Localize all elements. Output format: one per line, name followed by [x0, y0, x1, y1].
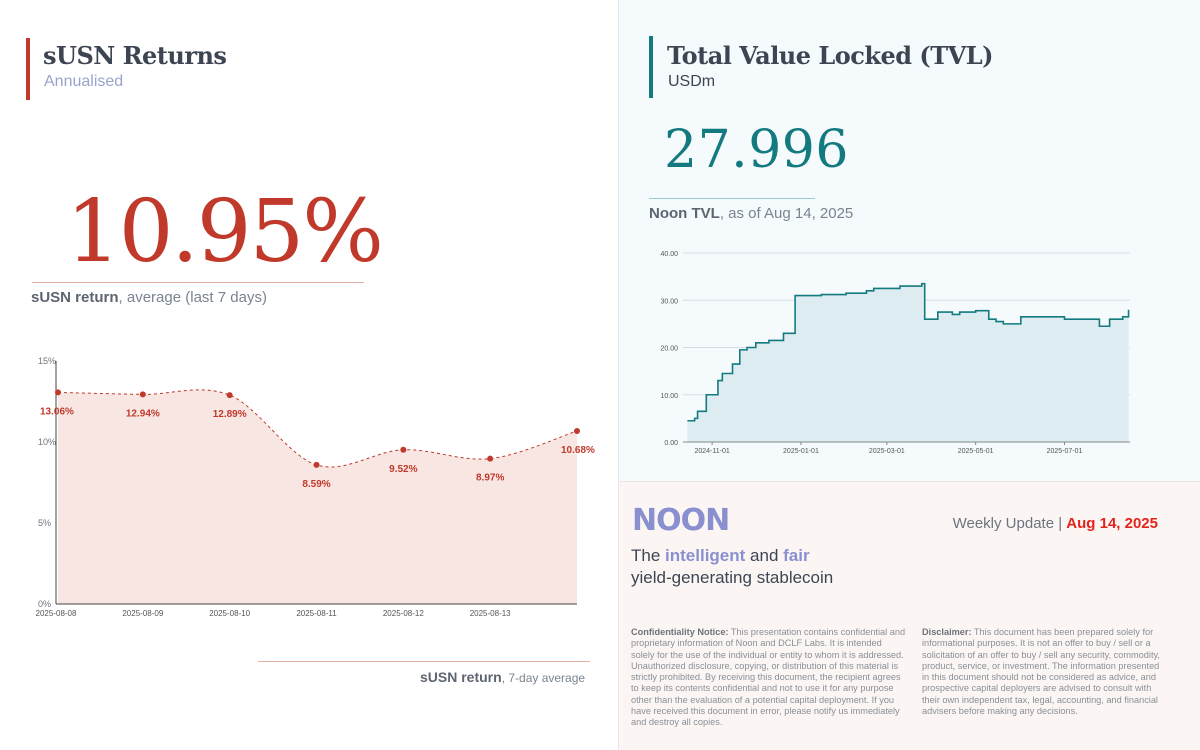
- tvl-x-tick-label: 2025-03-01: [869, 448, 905, 455]
- y-tick-label: 0%: [38, 599, 51, 609]
- tvl-y-tick-label: 0.00: [664, 440, 678, 447]
- tvl-caption: Noon TVL, as of Aug 14, 2025: [649, 205, 853, 222]
- confidentiality-title: Confidentiality Notice:: [631, 627, 729, 637]
- x-tick-label: 2025-08-09: [122, 609, 163, 618]
- tvl-y-tick-label: 30.00: [660, 298, 678, 305]
- x-tick-label: 2025-08-13: [470, 609, 511, 618]
- tvl-divider: [649, 198, 815, 199]
- tvl-caption-bold: Noon TVL: [649, 205, 720, 222]
- returns-area: [58, 389, 577, 604]
- tvl-x-tick-label: 2025-07-01: [1047, 448, 1083, 455]
- returns-point: [487, 455, 494, 462]
- tagline-part-1: The: [631, 546, 666, 565]
- disclaimer: Disclaimer: This document has been prepa…: [922, 627, 1167, 717]
- footer-panel: [618, 481, 1200, 750]
- returns-subtitle: Annualised: [44, 73, 124, 90]
- tagline: The intelligent and fair yield-generatin…: [631, 545, 833, 589]
- tvl-subtitle: USDm: [668, 73, 716, 90]
- x-tick-label: 2025-08-10: [209, 609, 250, 618]
- tvl-title: Total Value Locked (TVL): [667, 41, 993, 70]
- disclaimer-text: This document has been prepared solely f…: [922, 627, 1160, 717]
- return-caption-bold: sUSN return: [31, 289, 119, 306]
- average-return-value: 10.95%: [66, 182, 384, 282]
- y-tick-label: 15%: [38, 356, 56, 366]
- tvl-chart: 0.00 10.00 20.00 30.00 40.00 2024-11-01 2025-0…: [660, 251, 1130, 455]
- returns-data-label: 13.06%: [40, 406, 74, 417]
- returns-point: [226, 392, 233, 399]
- returns-chart-caption-rest: , 7-day average: [501, 671, 586, 685]
- confidentiality-notice: Confidentiality Notice: This presentatio…: [631, 627, 907, 729]
- tvl-line: [687, 282, 1130, 422]
- tvl-area: [687, 283, 1129, 442]
- tvl-caption-rest: , as of Aug 14, 2025: [719, 205, 854, 222]
- x-tick-label: 2025-08-11: [296, 609, 337, 618]
- noon-logo: NOON: [632, 503, 730, 538]
- disclaimer-title: Disclaimer:: [922, 627, 972, 637]
- returns-data-label: 8.97%: [476, 473, 504, 484]
- tvl-x-tick-label: 2025-05-01: [958, 448, 994, 455]
- returns-point: [400, 446, 407, 453]
- weekly-update-label: Weekly Update |: [952, 515, 1067, 532]
- returns-title: sUSN Returns: [43, 41, 227, 70]
- tvl-y-tick-label: 10.00: [660, 393, 678, 400]
- returns-point: [574, 427, 580, 434]
- tvl-accent-bar: [649, 36, 653, 98]
- returns-data-label: 9.52%: [389, 464, 417, 475]
- returns-data-label: 8.59%: [302, 479, 330, 490]
- tagline-highlight-fair: fair: [783, 546, 810, 565]
- tvl-x-tick-label: 2024-11-01: [694, 448, 729, 455]
- returns-point: [313, 461, 320, 468]
- returns-chart: 0% 5% 10% 15% 13.06% 12.94% 12.89% 8.59% 9.52% 8.…: [36, 356, 595, 618]
- returns-data-label: 12.89%: [213, 409, 247, 420]
- return-divider: [32, 282, 364, 283]
- x-tick-label: 2025-08-12: [383, 609, 424, 618]
- tvl-y-tick-label: 40.00: [660, 251, 678, 258]
- tagline-part-3: yield-generating stablecoin: [631, 568, 834, 587]
- returns-data-label: 10.68%: [561, 445, 595, 456]
- returns-chart-caption-bold: sUSN return: [420, 669, 502, 685]
- x-tick-label: 2025-08-08: [36, 609, 77, 618]
- tvl-x-tick-label: 2025-01-01: [783, 448, 819, 455]
- returns-panel: sUSN Returns Annualised 10.95% sUSN retu…: [26, 38, 596, 685]
- returns-point: [55, 389, 61, 396]
- returns-point: [139, 391, 146, 398]
- confidentiality-text: This presentation contains confidential …: [631, 627, 906, 728]
- weekly-update-date: Aug 14, 2025: [1066, 515, 1158, 532]
- return-caption: sUSN return, average (last 7 days): [31, 289, 267, 306]
- y-tick-label: 5%: [38, 518, 51, 528]
- return-caption-rest: , average (last 7 days): [118, 289, 267, 306]
- weekly-update: Weekly Update | Aug 14, 2025: [953, 515, 1158, 532]
- y-tick-label: 10%: [38, 437, 56, 447]
- returns-accent-bar: [26, 38, 30, 100]
- returns-data-label: 12.94%: [126, 408, 160, 419]
- tagline-highlight-intelligent: intelligent: [665, 546, 746, 565]
- returns-chart-caption: sUSN return, 7-day average: [420, 669, 585, 685]
- returns-chart-divider: [258, 661, 590, 662]
- tagline-part-2: and: [745, 546, 784, 565]
- tvl-value: 27.996: [664, 120, 849, 180]
- tvl-y-tick-label: 20.00: [660, 346, 678, 353]
